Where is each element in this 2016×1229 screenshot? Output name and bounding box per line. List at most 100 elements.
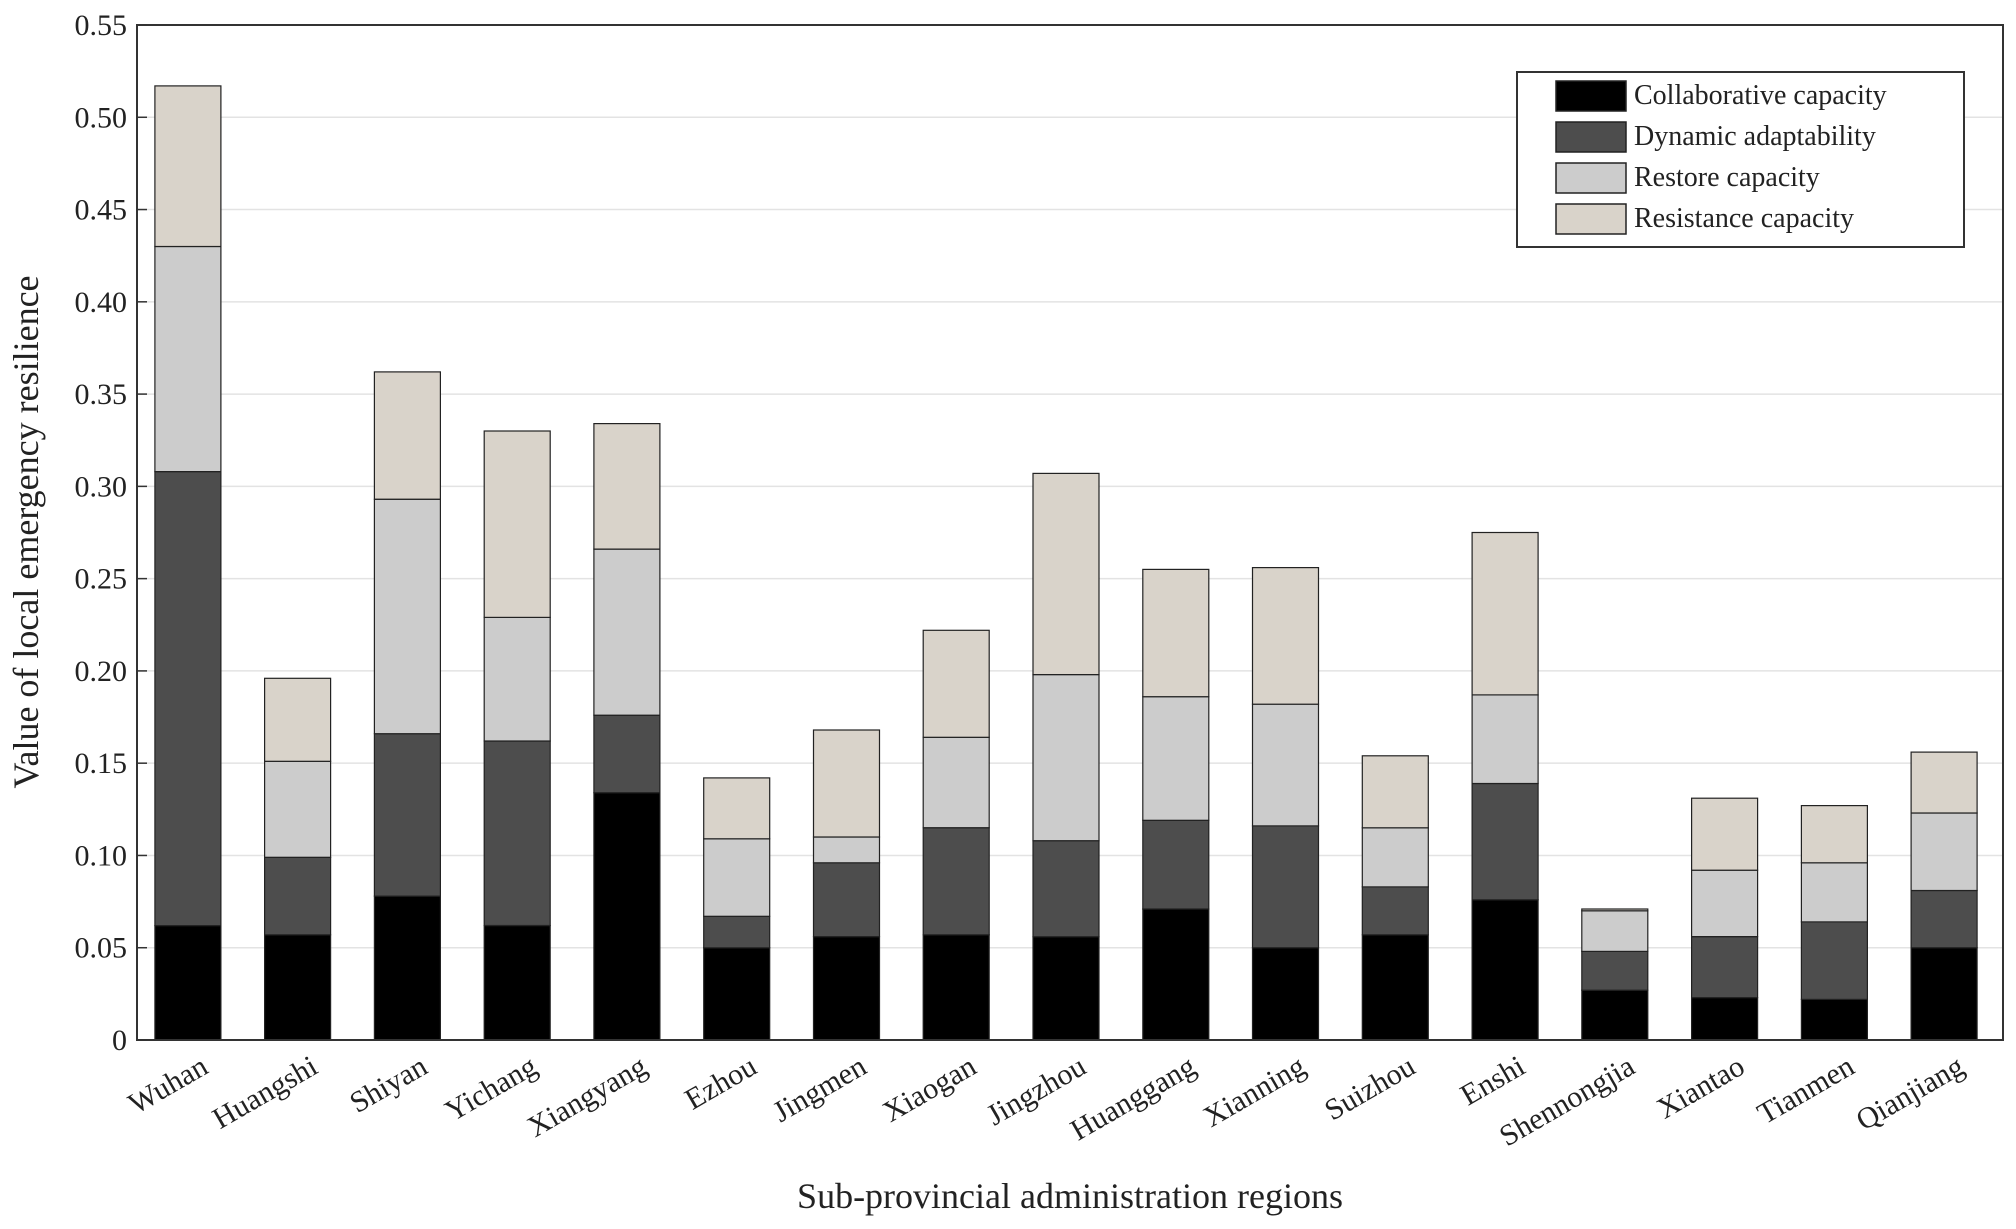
bar-segment-shennongjia-resistance <box>1581 908 1649 912</box>
bar-segment-xiantao-collaborative <box>1690 996 1759 1041</box>
y-tick-label: 0.20 <box>75 655 128 688</box>
bar-segment-suizhou-resistance <box>1361 755 1429 829</box>
legend-label-restore: Restore capacity <box>1634 162 1820 193</box>
bar-segment-jingzhou-dynamic <box>1032 840 1100 938</box>
bar-segment-jingzhou-restore <box>1032 673 1100 842</box>
y-axis-label: Value of local emergency resilience <box>6 275 46 788</box>
x-tick-label: Xianning <box>1198 1049 1311 1133</box>
legend-label-dynamic: Dynamic adaptability <box>1634 121 1876 152</box>
bar-segment-wuhan-restore <box>154 245 222 473</box>
bar-segment-shennongjia-dynamic <box>1581 950 1649 991</box>
bar-segment-xiangyang-collaborative <box>593 792 661 1041</box>
legend: Collaborative capacity Dynamic adaptabil… <box>1516 71 1965 248</box>
bar-segment-xiaogan-restore <box>922 736 990 829</box>
y-tick-label: 0.45 <box>75 194 128 227</box>
y-tick-label: 0.15 <box>75 747 128 780</box>
bar-segment-ezhou-resistance <box>703 777 771 840</box>
legend-label-resistance: Resistance capacity <box>1634 203 1854 234</box>
y-tick-label: 0.25 <box>75 563 128 596</box>
bar-segment-tianmen-dynamic <box>1800 921 1869 1001</box>
bar-segment-tianmen-resistance <box>1800 804 1869 864</box>
y-tick-label: 0.10 <box>75 839 128 872</box>
bar-segment-xiaogan-resistance <box>922 629 990 738</box>
bar-segment-xianning-resistance <box>1251 566 1320 705</box>
bar-segment-wuhan-resistance <box>154 85 222 248</box>
x-tick-label: Wuhan <box>123 1049 213 1120</box>
bar-segment-xiangyang-resistance <box>593 423 661 550</box>
bar-segment-huanggang-restore <box>1142 696 1210 821</box>
bar-segment-xiantao-restore <box>1690 869 1759 938</box>
y-tick-label: 0.55 <box>75 9 128 42</box>
bar-segment-yichang-dynamic <box>483 740 551 927</box>
plot-frame <box>136 24 2004 1041</box>
bar-segment-jingmen-dynamic <box>812 862 881 938</box>
bar-segment-enshi-restore <box>1471 694 1539 785</box>
bar-segment-xiantao-dynamic <box>1690 936 1759 999</box>
y-tick-label: 0 <box>112 1024 127 1057</box>
bar-segment-huangshi-restore <box>264 760 332 858</box>
x-axis-label: Sub-provincial administration regions <box>797 1176 1343 1216</box>
bar-segment-suizhou-restore <box>1361 827 1429 888</box>
bar-segment-enshi-dynamic <box>1471 782 1539 901</box>
bar-segment-enshi-collaborative <box>1471 899 1539 1041</box>
bar-segment-shiyan-resistance <box>373 371 441 500</box>
bar-segment-xiaogan-collaborative <box>922 934 990 1041</box>
bar-segment-huangshi-dynamic <box>264 856 332 936</box>
x-tick-label: Enshi <box>1455 1049 1531 1112</box>
bar-segment-shiyan-collaborative <box>373 895 441 1041</box>
bars <box>154 85 1978 1041</box>
legend-swatch-dynamic <box>1555 121 1627 153</box>
bar-segment-yichang-restore <box>483 616 551 742</box>
bar-segment-jingzhou-collaborative <box>1032 936 1100 1041</box>
bar-segment-tianmen-restore <box>1800 862 1869 923</box>
x-tick-label: Xiantao <box>1651 1049 1750 1125</box>
bar-segment-xiantao-resistance <box>1690 797 1759 871</box>
bar-segment-wuhan-dynamic <box>154 471 222 927</box>
bar-segment-suizhou-collaborative <box>1361 934 1429 1041</box>
bar-segment-xianning-restore <box>1251 703 1320 827</box>
bar-segment-enshi-resistance <box>1471 531 1539 696</box>
y-tick-label: 0.30 <box>75 470 128 503</box>
bar-segment-huangshi-collaborative <box>264 934 332 1041</box>
bar-segment-yichang-collaborative <box>483 924 551 1041</box>
legend-swatch-resistance <box>1555 203 1627 235</box>
bar-segment-shiyan-dynamic <box>373 733 441 897</box>
bar-segment-shiyan-restore <box>373 498 441 735</box>
x-tick-label: Qianjiang <box>1851 1049 1970 1137</box>
y-tick-label: 0.50 <box>75 101 128 134</box>
bar-segment-huanggang-collaborative <box>1142 908 1210 1041</box>
bar-segment-jingmen-restore <box>812 836 881 864</box>
x-tick-label: Huangshi <box>207 1049 323 1135</box>
x-tick-label: Huanggang <box>1065 1049 1201 1147</box>
x-tick-label: Xiangyang <box>522 1049 653 1143</box>
bar-segment-jingmen-collaborative <box>812 936 881 1041</box>
bar-segment-yichang-resistance <box>483 430 551 618</box>
bar-segment-xiaogan-dynamic <box>922 827 990 936</box>
bar-segment-jingmen-resistance <box>812 729 881 838</box>
bar-segment-suizhou-dynamic <box>1361 886 1429 936</box>
bar-segment-tianmen-collaborative <box>1800 998 1869 1041</box>
y-axis-ticks: 0 0.05 0.10 0.15 0.20 0.25 0.30 0.35 0.40 0.45 0.5… <box>75 9 147 1057</box>
legend-label-collaborative: Collaborative capacity <box>1634 80 1887 111</box>
bar-segment-qianjiang-resistance <box>1910 751 1978 814</box>
y-tick-label: 0.35 <box>75 378 128 411</box>
x-tick-label: Suizhou <box>1319 1049 1421 1127</box>
bar-segment-ezhou-collaborative <box>703 947 771 1041</box>
bar-segment-xiangyang-dynamic <box>593 714 661 794</box>
bar-segment-xiangyang-restore <box>593 548 661 716</box>
bar-segment-huanggang-dynamic <box>1142 819 1210 910</box>
bar-segment-qianjiang-dynamic <box>1910 889 1978 949</box>
bar-segment-wuhan-collaborative <box>154 924 222 1041</box>
bar-segment-xianning-collaborative <box>1251 947 1320 1041</box>
bar-segment-shennongjia-collaborative <box>1581 989 1649 1041</box>
bar-segment-qianjiang-restore <box>1910 812 1978 892</box>
bar-segment-huangshi-resistance <box>264 677 332 762</box>
bar-segment-huanggang-resistance <box>1142 568 1210 698</box>
bar-segment-qianjiang-collaborative <box>1910 947 1978 1041</box>
x-tick-label: Shiyan <box>344 1049 433 1119</box>
bar-segment-xianning-dynamic <box>1251 825 1320 949</box>
bar-segment-jingzhou-resistance <box>1032 472 1100 676</box>
x-tick-label: Tianmen <box>1752 1049 1860 1130</box>
y-tick-label: 0.05 <box>75 932 128 965</box>
